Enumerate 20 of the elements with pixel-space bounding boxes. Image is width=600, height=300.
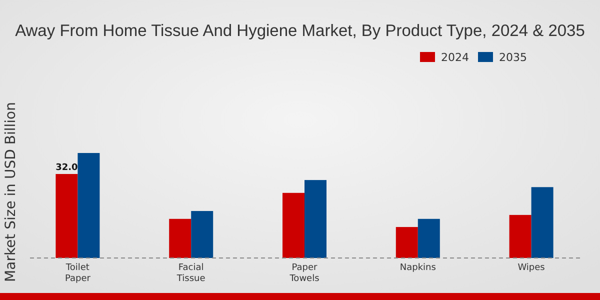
x-tick-label: Napkins: [400, 263, 436, 273]
bar: [418, 218, 440, 258]
x-tick-label: Facial Tissue: [176, 263, 206, 284]
x-tick-label: Wipes: [518, 263, 546, 273]
x-tick-label: Paper Towels: [288, 263, 320, 284]
chart-title: Away From Home Tissue And Hygiene Market, By Product Type, 2024 & 2035: [15, 22, 585, 40]
bar: [78, 153, 100, 258]
bar: [531, 187, 554, 258]
bar: [56, 174, 78, 258]
y-axis-title: Market Size in USD Billion: [3, 102, 19, 282]
x-tick-label: Toilet Paper: [64, 263, 91, 284]
bar: [169, 218, 192, 258]
legend-label: 2024: [441, 51, 469, 64]
legend-label: 2035: [499, 51, 527, 64]
bar: [396, 227, 418, 258]
bar: [509, 214, 532, 258]
bar: [304, 180, 326, 258]
data-label: 32.0: [56, 163, 78, 173]
bar: [282, 192, 304, 258]
bar: [191, 211, 214, 258]
